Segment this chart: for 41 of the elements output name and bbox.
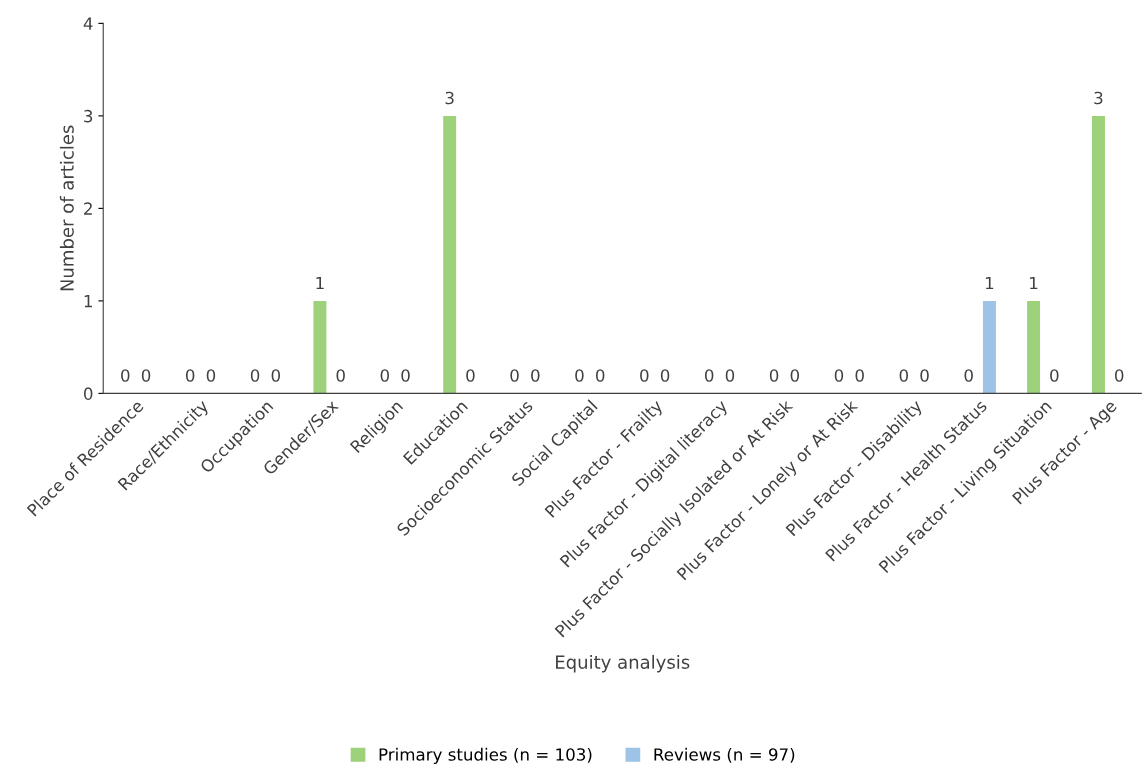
data-label: 0 bbox=[380, 369, 389, 382]
data-label: 1 bbox=[316, 276, 324, 290]
data-label: 0 bbox=[271, 369, 280, 382]
data-label: 0 bbox=[466, 369, 475, 382]
data-label: 0 bbox=[595, 369, 605, 382]
data-label: 0 bbox=[510, 369, 519, 382]
data-label: 0 bbox=[141, 369, 151, 382]
legend-label: Reviews (n = 97) bbox=[654, 747, 795, 763]
data-label: 3 bbox=[445, 91, 454, 105]
data-label: 0 bbox=[769, 369, 779, 382]
data-label: 0 bbox=[964, 369, 973, 382]
y-tick-label: 2 bbox=[84, 202, 92, 215]
data-label: 0 bbox=[250, 369, 260, 382]
data-label: 0 bbox=[531, 369, 540, 382]
data-label: 0 bbox=[640, 369, 649, 382]
legend-label: Primary studies (n = 103) bbox=[379, 747, 592, 764]
data-label: 0 bbox=[336, 369, 345, 382]
y-tick-label: 4 bbox=[83, 17, 93, 30]
data-label: 0 bbox=[206, 369, 216, 382]
data-label: 1 bbox=[1030, 276, 1038, 290]
data-label: 3 bbox=[1094, 91, 1103, 105]
data-label: 0 bbox=[790, 369, 800, 382]
y-tick-label: 1 bbox=[84, 295, 92, 308]
data-label: 0 bbox=[575, 369, 584, 382]
x-axis-title: Equity analysis bbox=[556, 654, 690, 673]
y-tick-label: 0 bbox=[84, 387, 93, 400]
data-label: 0 bbox=[834, 369, 844, 382]
data-label: 0 bbox=[401, 369, 410, 382]
data-label: 1 bbox=[985, 276, 994, 290]
data-label: 0 bbox=[920, 369, 929, 382]
data-label: 0 bbox=[185, 369, 195, 382]
data-label: 0 bbox=[855, 369, 864, 382]
data-label: 0 bbox=[1050, 369, 1059, 382]
data-label: 0 bbox=[899, 369, 909, 382]
data-label: 0 bbox=[1115, 369, 1124, 382]
data-label: 0 bbox=[121, 369, 130, 382]
y-axis-title: Number of articles bbox=[59, 125, 74, 291]
data-label: 0 bbox=[660, 369, 670, 382]
y-tick-label: 3 bbox=[84, 109, 93, 123]
data-label: 0 bbox=[704, 369, 714, 382]
data-label: 0 bbox=[725, 369, 735, 382]
